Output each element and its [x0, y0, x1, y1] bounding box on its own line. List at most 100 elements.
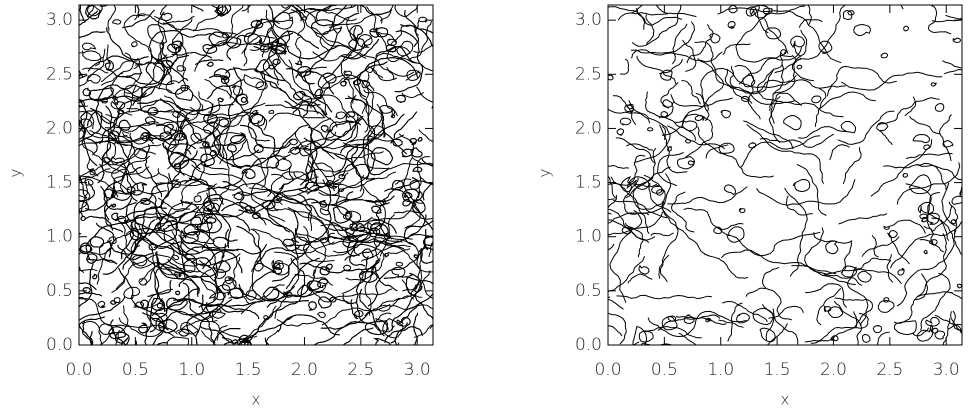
contour-line	[838, 213, 888, 225]
contour-line	[104, 203, 124, 233]
contour-line	[410, 247, 423, 294]
contour-line	[122, 9, 155, 29]
contour-line	[308, 301, 317, 311]
contour-line	[254, 59, 270, 73]
contour-line	[902, 173, 909, 178]
y-tick-label: 1.0	[46, 227, 73, 247]
contour-line	[373, 337, 392, 345]
contour-line	[678, 332, 698, 345]
contour-line	[123, 286, 141, 300]
contour-line	[742, 74, 756, 88]
contour-line	[266, 123, 309, 159]
contour-line	[104, 59, 114, 71]
contour-line	[417, 136, 423, 142]
contour-line	[105, 68, 143, 78]
contour-line	[610, 176, 650, 234]
contour-line	[79, 297, 88, 302]
contour-line	[413, 324, 433, 338]
contour-line	[660, 82, 679, 109]
contour-line	[903, 25, 910, 32]
contour-line	[349, 222, 358, 229]
contour-line	[86, 253, 98, 264]
contour-line	[156, 342, 168, 345]
contour-line	[341, 268, 364, 295]
contour-line	[871, 234, 879, 258]
contour-line	[367, 221, 382, 232]
contour-line	[251, 270, 296, 302]
contour-line	[805, 283, 848, 308]
contour-line	[320, 224, 433, 273]
contour-line	[241, 168, 256, 180]
contour-line	[312, 309, 373, 345]
contour-line	[418, 247, 433, 264]
contour-line	[314, 88, 324, 100]
contour-line	[344, 240, 384, 261]
contour-line	[129, 227, 142, 241]
contour-line	[883, 162, 947, 190]
contour-line	[153, 109, 223, 157]
contour-line	[294, 228, 299, 243]
contour-line	[738, 207, 746, 214]
contour-line	[310, 76, 350, 109]
contour-line	[317, 311, 326, 319]
contour-line	[191, 5, 204, 12]
contour-line	[208, 74, 232, 99]
contour-line	[342, 235, 359, 248]
contour-line	[162, 22, 238, 35]
contour-line	[853, 23, 871, 37]
x-tick-label: 2.0	[820, 360, 847, 380]
contour-line	[167, 243, 226, 278]
y-tick-label: 2.5	[46, 64, 73, 84]
contour-line	[97, 112, 121, 184]
contour-line	[244, 257, 306, 345]
contour-line	[807, 5, 812, 25]
contour-line	[609, 231, 632, 303]
contour-line	[290, 9, 306, 37]
contour-line	[127, 132, 160, 179]
contour-line	[310, 19, 334, 35]
contour-line	[310, 26, 367, 59]
contour-line	[343, 36, 373, 59]
contour-line	[284, 100, 318, 186]
contour-line	[170, 254, 180, 261]
contour-line	[382, 318, 404, 339]
contour-line	[95, 222, 115, 258]
contour-line	[843, 241, 852, 271]
contour-line	[89, 236, 105, 248]
x-tick-label: 2.5	[876, 360, 903, 380]
contour-line	[840, 265, 858, 278]
contour-line	[647, 127, 654, 132]
contour-line	[396, 316, 411, 327]
contour-line	[190, 216, 203, 228]
contour-line	[768, 305, 804, 319]
contour-line	[118, 267, 134, 301]
y-tick-label: 2.0	[46, 118, 73, 138]
contour-line	[674, 224, 706, 255]
contour-line	[87, 5, 101, 17]
contour-line	[686, 24, 714, 64]
contour-line	[798, 126, 847, 139]
contour-line	[82, 287, 91, 294]
contour-line	[676, 155, 696, 170]
contour-line	[681, 80, 702, 105]
contour-line	[650, 232, 674, 237]
contour-line	[306, 188, 352, 201]
contour-line	[420, 157, 433, 166]
contour-line	[86, 157, 99, 177]
contour-line	[173, 132, 186, 141]
contour-line	[342, 327, 374, 345]
contour-line	[355, 255, 370, 325]
contour-line	[631, 5, 682, 47]
contour-line	[934, 330, 946, 340]
contour-line	[768, 52, 785, 143]
contour-line	[328, 216, 373, 231]
contour-line	[147, 279, 172, 297]
contour-line	[344, 61, 388, 80]
contour-line	[345, 228, 355, 257]
contour-line	[625, 147, 657, 199]
contour-line	[267, 171, 340, 197]
contour-line	[212, 260, 231, 273]
contour-line	[152, 56, 172, 85]
contour-line	[878, 97, 940, 126]
contour-line	[620, 58, 630, 75]
